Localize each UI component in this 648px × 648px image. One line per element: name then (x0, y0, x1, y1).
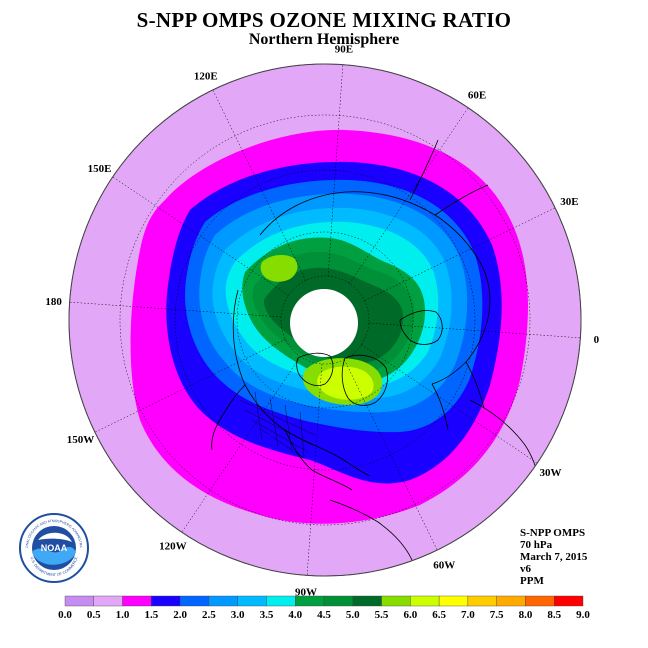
longitude-label: 180 (45, 296, 62, 308)
meridian-line (361, 344, 538, 464)
meridian-line (364, 207, 556, 301)
colorbar-swatch (93, 595, 123, 607)
lat-circle-80 (280, 275, 370, 365)
colorbar-label: 2.0 (173, 609, 187, 621)
colorbar-label: 5.5 (375, 609, 389, 621)
longitude-label: 90W (295, 586, 317, 598)
coastline-south-america (329, 499, 413, 561)
colorbar-label: 7.0 (461, 609, 475, 621)
colorbar-label: 1.0 (116, 609, 130, 621)
meridian-line (349, 107, 469, 284)
colorbar-label: 2.5 (202, 609, 216, 621)
longitude-label: 60E (468, 90, 486, 102)
colorbar-label: 6.0 (403, 609, 417, 621)
noaa-logo: NOAA NATIONAL OCEANIC AND ATMOSPHERIC AD… (18, 512, 89, 583)
meridian-line (344, 359, 438, 551)
colorbar-swatch (295, 595, 325, 607)
colorbar-label: 8.0 (519, 609, 533, 621)
info-product: S-NPP OMPS (520, 527, 586, 539)
coastline-north-america (211, 289, 371, 491)
longitude-labels: 90E 60E 30E 0 30W 60W 90W 120W 150W 180 150E 120E (45, 44, 599, 599)
colorbar-label: 3.0 (231, 609, 245, 621)
colorbar-swatch (208, 595, 238, 607)
longitude-label: 120E (194, 71, 218, 83)
longitude-label: 150E (88, 163, 112, 175)
meridian-line (327, 64, 344, 277)
coastline-greenland (341, 354, 388, 406)
colorbar-swatch (323, 595, 353, 607)
us-grid (239, 391, 316, 459)
coastline-scandinavia (399, 310, 443, 345)
colorbar-label: 0.0 (58, 609, 72, 621)
map-title: S-NPP OMPS OZONE MIXING RATIO (136, 8, 512, 32)
colorbar-label: 0.5 (87, 609, 101, 621)
colorbar-label: 6.5 (432, 609, 446, 621)
meridian-line (94, 339, 286, 433)
longitude-label: 90E (335, 44, 353, 56)
colorbar-label: 4.0 (288, 609, 302, 621)
info-units: PPM (520, 575, 544, 587)
colorbar-label: 7.5 (490, 609, 504, 621)
map-subtitle: Northern Hemisphere (248, 31, 400, 48)
longitude-label: 30W (539, 467, 561, 479)
info-date: March 7, 2015 (520, 551, 588, 563)
longitude-lines (69, 64, 581, 576)
coastlines (211, 139, 541, 561)
colorbar-swatch (554, 595, 584, 607)
longitude-label: 60W (433, 559, 455, 571)
colorbar-swatch (525, 595, 555, 607)
longitude-label: 30E (560, 196, 578, 208)
colorbar-swatch (266, 595, 296, 607)
colorbar-swatch (410, 595, 440, 607)
colorbar-swatch (352, 595, 382, 607)
colorbar-label: 5.0 (346, 609, 360, 621)
meridian-line (112, 176, 289, 296)
colorbar-label: 8.5 (547, 609, 561, 621)
polar-no-data (290, 289, 358, 357)
longitude-label: 0 (594, 334, 600, 346)
logo-noaa-text: NOAA (41, 543, 68, 553)
colorbar-swatch (496, 595, 526, 607)
meridian-line (368, 322, 581, 339)
latitude-lines (119, 114, 531, 526)
colorbar-swatch (64, 595, 94, 607)
longitude-label: 120W (159, 540, 187, 552)
colorbar-swatch (467, 595, 497, 607)
coastline-eurasia (259, 139, 491, 431)
contour-5-5-pacific (260, 254, 298, 282)
colorbar-swatch (237, 595, 267, 607)
colorbar-swatch (438, 595, 469, 607)
product-info: S-NPP OMPS 70 hPa March 7, 2015 v6 PPM (520, 527, 587, 587)
colorbar-swatch (122, 595, 152, 607)
colorbar-label: 1.5 (144, 609, 158, 621)
lat-circle-20 (119, 114, 531, 526)
lat-circle-60 (236, 231, 414, 409)
meridian-line (69, 301, 282, 318)
colorbar-label: 3.5 (260, 609, 274, 621)
info-pressure: 70 hPa (520, 539, 553, 551)
colorbar-swatch (179, 595, 210, 607)
meridian-line (181, 356, 301, 533)
meridian-line (212, 89, 306, 281)
meridian-line (306, 363, 323, 576)
lat-circle-40 (174, 169, 476, 471)
info-version: v6 (520, 563, 531, 575)
colorbar: 0.0 0.5 1.0 1.5 2.0 2.5 3.0 3.5 4.0 4.5 5.0 5.5 6.0 6… (58, 595, 590, 621)
colorbar-label: 9.0 (576, 609, 590, 621)
colorbar-label: 4.5 (317, 609, 331, 621)
colorbar-swatch (381, 595, 411, 607)
map-outline (68, 63, 582, 577)
colorbar-swatch (151, 595, 181, 607)
ozone-contours (130, 129, 529, 524)
longitude-label: 150W (67, 434, 95, 446)
